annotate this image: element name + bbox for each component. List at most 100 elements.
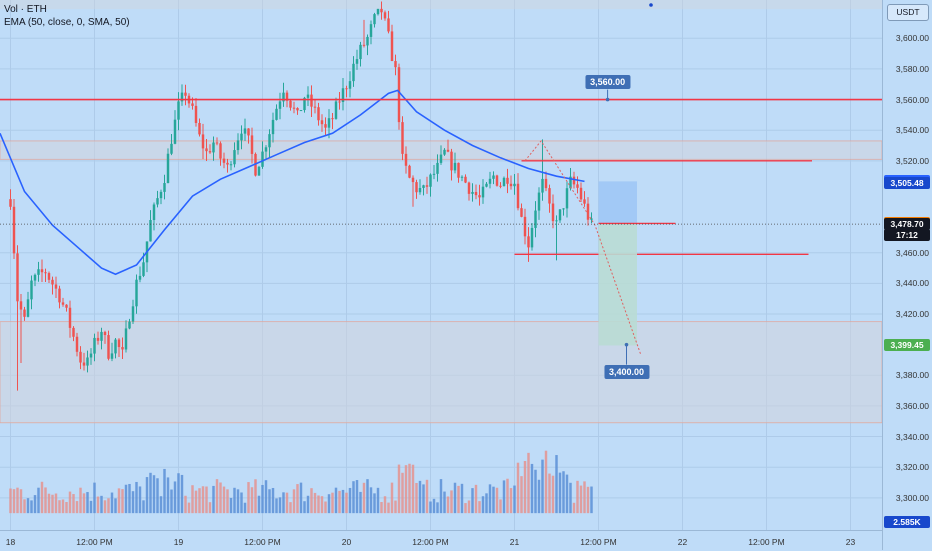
candle-body: [100, 331, 103, 341]
volume-bar: [411, 464, 415, 514]
candle-body: [236, 140, 240, 151]
price-axis-label: 3,340.00: [895, 431, 929, 442]
volume-bar: [520, 476, 523, 514]
candle-body: [135, 279, 138, 307]
volume-bar: [208, 502, 212, 514]
volume-bar: [173, 481, 177, 514]
candle-body: [499, 185, 502, 187]
volume-bar: [390, 482, 394, 514]
target-high-dot: [605, 97, 610, 102]
volume-bar: [296, 484, 299, 514]
volume-bar: [278, 497, 282, 514]
candle-body: [68, 307, 72, 328]
time-axis[interactable]: 18 12:00 PM 19 12:00 PM 20 12:00 PM 21 12:00 PM…: [0, 530, 882, 551]
candle-body: [478, 195, 481, 198]
time-axis-label: 20: [341, 537, 352, 547]
volume-bar: [219, 482, 222, 514]
candle-body: [488, 178, 492, 184]
volume-bar: [82, 493, 86, 514]
currency-button[interactable]: USDT: [887, 4, 929, 21]
candle-body: [82, 362, 86, 366]
price-axis[interactable]: 3,600.00 3,580.00 3,560.00 3,540.00 3,520.00…: [882, 0, 932, 550]
volume-bar: [268, 489, 271, 514]
volume-bar: [257, 495, 261, 514]
volume-bar: [142, 500, 145, 514]
candle-body: [233, 150, 236, 165]
candle-body: [229, 164, 233, 166]
candle-body: [495, 175, 499, 186]
candle-body: [33, 274, 37, 281]
volume-bar: [163, 468, 166, 514]
volume-bar: [61, 499, 65, 514]
volume-bar: [187, 502, 191, 514]
candle-body: [586, 203, 590, 220]
price-axis-label: 3,440.00: [895, 278, 929, 289]
candle-body: [282, 92, 285, 102]
candle-body: [19, 301, 23, 310]
candle-body: [131, 306, 135, 322]
volume-bar: [408, 463, 411, 514]
volume-bar: [317, 495, 320, 514]
candle-body: [198, 122, 201, 135]
price-chart[interactable]: [0, 0, 882, 530]
volume-bar: [481, 496, 485, 514]
candle-body: [93, 337, 96, 354]
candle-body: [467, 182, 471, 194]
volume-bar: [12, 489, 16, 514]
volume-bar: [58, 500, 61, 514]
volume-bar: [117, 488, 121, 514]
candle-body: [58, 288, 61, 303]
candle-body: [208, 151, 212, 153]
candle-body: [54, 284, 58, 289]
target-high-label[interactable]: 3,560.00: [585, 74, 631, 89]
candle-body: [397, 67, 401, 123]
volume-bar: [443, 491, 446, 514]
candle-body: [331, 118, 334, 120]
volume-bar: [26, 498, 30, 514]
volume-bar: [75, 501, 79, 514]
volume-bar: [79, 487, 82, 514]
volume-bar: [345, 492, 348, 514]
volume-bar: [40, 481, 44, 514]
target-low-label[interactable]: 3,400.00: [603, 364, 650, 379]
volume-bar: [299, 482, 303, 514]
volume-bar: [544, 450, 548, 514]
candle-body: [40, 269, 44, 273]
candle-body: [128, 321, 131, 329]
volume-bar: [341, 489, 345, 514]
candle-body: [205, 148, 208, 152]
candle-body: [506, 177, 509, 184]
candle-body: [534, 210, 537, 228]
candle-body: [9, 199, 12, 207]
top-marker: [649, 3, 653, 7]
volume-bar: [422, 484, 425, 514]
time-axis-label: 12:00 PM: [412, 537, 449, 547]
candle-body: [359, 44, 362, 60]
candle-body: [317, 107, 320, 121]
volume-bar: [254, 479, 257, 514]
price-tag: 3,505.48: [884, 177, 930, 190]
price-axis-label: 3,320.00: [895, 462, 929, 473]
volume-bar: [380, 502, 383, 514]
candle-body: [502, 177, 506, 187]
volume-bar: [264, 480, 268, 514]
volume-bar: [275, 498, 278, 514]
candle-body: [334, 101, 338, 119]
candle-body: [103, 331, 107, 336]
volume-bar: [415, 482, 418, 514]
candle-body: [110, 353, 114, 359]
volume-bar: [338, 490, 341, 514]
volume-bar: [306, 495, 310, 514]
volume-bar: [303, 501, 306, 514]
price-tag: 2.585K: [884, 516, 930, 529]
candle-body: [366, 36, 369, 46]
volume-bar: [128, 483, 131, 514]
candle-body: [481, 186, 485, 198]
chart-area[interactable]: Vol · ETH EMA (50, close, 0, SMA, 50) 3,…: [0, 0, 882, 530]
candle-body: [159, 191, 163, 199]
candle-body: [327, 118, 331, 128]
price-tag: 3,399.45: [884, 339, 930, 352]
candle-body: [460, 176, 464, 178]
candle-body: [355, 59, 359, 64]
candle-body: [373, 14, 376, 25]
